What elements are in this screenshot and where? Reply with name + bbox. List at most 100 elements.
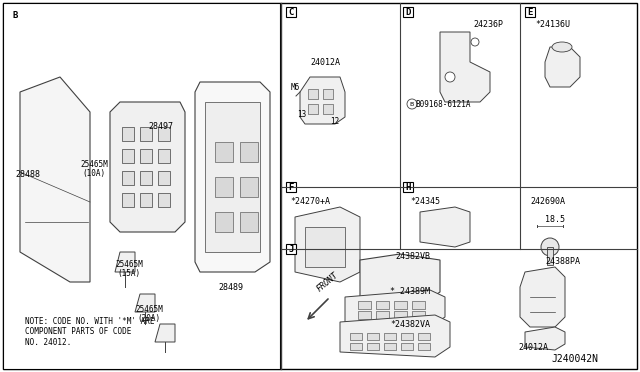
Polygon shape bbox=[300, 77, 345, 124]
Bar bbox=[403, 182, 413, 192]
Text: E: E bbox=[527, 7, 532, 16]
Polygon shape bbox=[520, 267, 565, 327]
Text: B: B bbox=[12, 10, 18, 19]
Bar bbox=[323, 104, 333, 114]
Text: 28489: 28489 bbox=[218, 283, 243, 292]
Bar bbox=[158, 193, 170, 207]
Bar bbox=[418, 343, 430, 350]
Ellipse shape bbox=[541, 238, 559, 256]
Bar bbox=[140, 149, 152, 163]
Polygon shape bbox=[345, 290, 445, 327]
Text: 13: 13 bbox=[297, 110, 307, 119]
Polygon shape bbox=[420, 207, 470, 247]
Bar bbox=[403, 7, 413, 17]
Polygon shape bbox=[295, 207, 360, 282]
Bar bbox=[158, 149, 170, 163]
Bar bbox=[240, 177, 258, 197]
Text: F: F bbox=[288, 183, 294, 192]
Bar bbox=[215, 177, 233, 197]
Bar bbox=[286, 182, 296, 192]
Text: 12: 12 bbox=[330, 117, 339, 126]
Bar bbox=[418, 333, 430, 340]
Text: 242690A: 242690A bbox=[530, 197, 565, 206]
Text: 24236P: 24236P bbox=[473, 20, 503, 29]
Bar bbox=[286, 244, 296, 254]
Bar bbox=[367, 343, 379, 350]
Ellipse shape bbox=[552, 42, 572, 52]
Text: D: D bbox=[405, 7, 411, 16]
Bar bbox=[358, 311, 371, 319]
Text: 25465M: 25465M bbox=[135, 305, 163, 314]
Text: 24382VB: 24382VB bbox=[395, 252, 430, 261]
Polygon shape bbox=[525, 327, 565, 350]
Bar bbox=[122, 149, 134, 163]
Circle shape bbox=[471, 38, 479, 46]
Text: 24388PA: 24388PA bbox=[545, 257, 580, 266]
Bar bbox=[308, 104, 318, 114]
Bar bbox=[122, 127, 134, 141]
Bar bbox=[350, 333, 362, 340]
Polygon shape bbox=[155, 324, 175, 342]
Bar bbox=[240, 142, 258, 162]
Bar bbox=[384, 343, 396, 350]
Text: (10A): (10A) bbox=[82, 169, 105, 178]
Bar bbox=[158, 127, 170, 141]
Bar bbox=[140, 127, 152, 141]
Bar bbox=[358, 301, 371, 309]
Bar bbox=[140, 171, 152, 185]
Bar bbox=[286, 7, 296, 17]
Polygon shape bbox=[205, 102, 260, 252]
Text: (20A): (20A) bbox=[137, 314, 160, 323]
Bar bbox=[367, 333, 379, 340]
Text: 28488: 28488 bbox=[15, 170, 40, 179]
Bar bbox=[401, 333, 413, 340]
Text: *24136U: *24136U bbox=[535, 20, 570, 29]
Bar bbox=[394, 301, 407, 309]
Polygon shape bbox=[340, 315, 450, 357]
Text: *24270+A: *24270+A bbox=[290, 197, 330, 206]
Bar bbox=[384, 333, 396, 340]
Bar bbox=[350, 343, 362, 350]
Bar bbox=[122, 171, 134, 185]
Bar bbox=[10, 10, 20, 20]
Bar bbox=[412, 301, 425, 309]
Text: * 24389M: * 24389M bbox=[390, 287, 430, 296]
Text: (15A): (15A) bbox=[117, 269, 140, 278]
Text: 24012A: 24012A bbox=[310, 58, 340, 67]
Circle shape bbox=[407, 99, 417, 109]
Text: NOTE: CODE NO. WITH '*M' ARE
COMPONENT PARTS OF CODE
NO. 24012.: NOTE: CODE NO. WITH '*M' ARE COMPONENT P… bbox=[25, 317, 154, 347]
Bar bbox=[525, 7, 535, 17]
Bar bbox=[308, 89, 318, 99]
Bar bbox=[3, 3, 280, 369]
Text: 18.5: 18.5 bbox=[545, 215, 565, 224]
Polygon shape bbox=[20, 77, 90, 282]
Bar bbox=[122, 193, 134, 207]
Text: 24012A: 24012A bbox=[518, 343, 548, 352]
Text: B09168-6121A: B09168-6121A bbox=[415, 100, 470, 109]
Text: *24345: *24345 bbox=[410, 197, 440, 206]
Bar bbox=[140, 193, 152, 207]
Text: FRONT: FRONT bbox=[315, 271, 340, 294]
Text: H: H bbox=[405, 183, 411, 192]
Polygon shape bbox=[110, 102, 185, 232]
Bar bbox=[305, 227, 345, 267]
Bar bbox=[412, 311, 425, 319]
Polygon shape bbox=[440, 32, 490, 102]
Text: J: J bbox=[288, 244, 294, 253]
Text: C: C bbox=[288, 7, 294, 16]
Bar bbox=[394, 311, 407, 319]
Bar bbox=[376, 301, 389, 309]
Bar bbox=[547, 247, 553, 265]
Polygon shape bbox=[545, 47, 580, 87]
Polygon shape bbox=[195, 82, 270, 272]
Text: M6: M6 bbox=[291, 83, 300, 92]
Circle shape bbox=[445, 72, 455, 82]
Text: B: B bbox=[410, 102, 414, 106]
Bar bbox=[240, 212, 258, 232]
Polygon shape bbox=[115, 252, 135, 272]
Text: J240042N: J240042N bbox=[551, 354, 598, 364]
Bar bbox=[215, 212, 233, 232]
Text: 25465M: 25465M bbox=[80, 160, 108, 169]
Bar bbox=[215, 142, 233, 162]
Text: 25465M: 25465M bbox=[115, 260, 143, 269]
